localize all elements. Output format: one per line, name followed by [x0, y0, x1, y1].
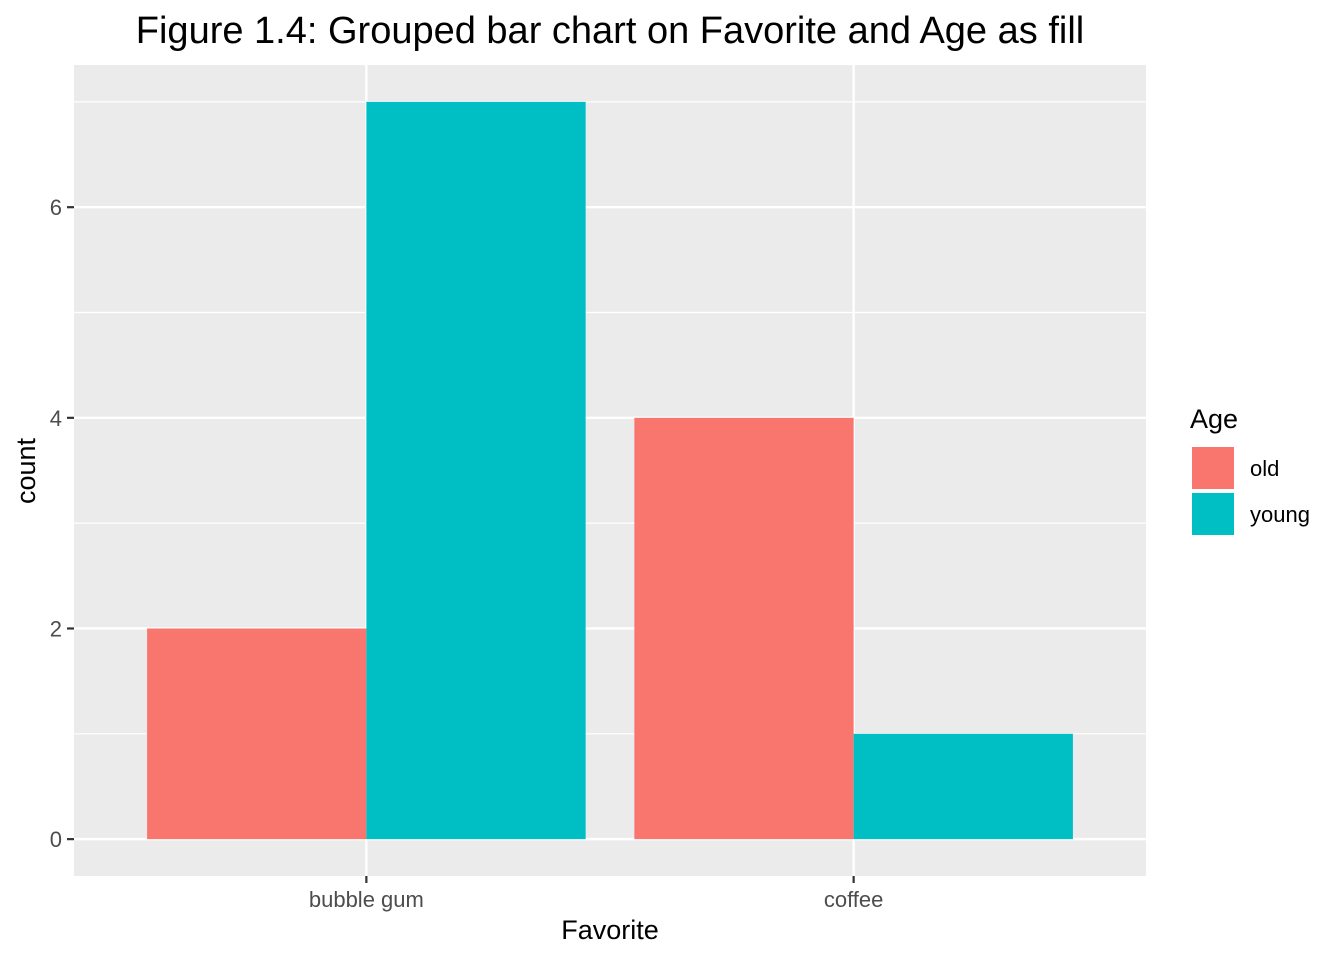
bar-old-coffee	[634, 417, 854, 840]
y-tick-label: 0	[50, 827, 62, 852]
y-axis-title: count	[11, 437, 41, 504]
legend-swatch-young	[1192, 493, 1234, 535]
bars	[147, 101, 1073, 840]
bar-old-bubble-gum	[147, 628, 367, 840]
bar-young-coffee	[853, 733, 1073, 840]
y-tick-label: 6	[50, 195, 62, 220]
legend: Age old young	[1190, 404, 1310, 535]
y-tick-label: 4	[50, 406, 62, 431]
bar-young-bubble-gum	[366, 101, 586, 840]
legend-swatch-old	[1192, 447, 1234, 489]
legend-title: Age	[1190, 404, 1238, 434]
x-axis: bubble gum coffee	[309, 876, 884, 912]
y-axis: 0 2 4 6	[50, 195, 74, 852]
x-tick-label: coffee	[824, 887, 884, 912]
legend-label-young: young	[1250, 502, 1310, 527]
x-tick-label: bubble gum	[309, 887, 424, 912]
y-tick-label: 2	[50, 616, 62, 641]
legend-label-old: old	[1250, 456, 1279, 481]
legend-items: old young	[1192, 447, 1310, 535]
plot-panel	[74, 65, 1146, 876]
x-axis-title: Favorite	[561, 915, 659, 945]
chart-title: Figure 1.4: Grouped bar chart on Favorit…	[136, 10, 1084, 52]
